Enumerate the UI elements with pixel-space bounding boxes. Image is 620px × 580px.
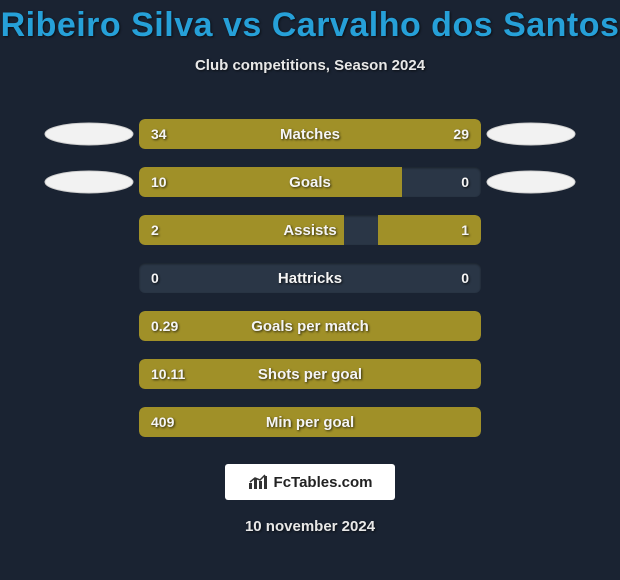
watermark-text: FcTables.com: [274, 474, 373, 491]
stat-bar: 21Assists: [139, 215, 481, 245]
right-jersey-icon: [481, 118, 581, 150]
stat-bar: 0.29Goals per match: [139, 311, 481, 341]
stat-row: 10.11Shots per goal: [0, 358, 620, 390]
stat-bar: 00Hattricks: [139, 263, 481, 293]
stat-bar: 409Min per goal: [139, 407, 481, 437]
page-title: Ribeiro Silva vs Carvalho dos Santos: [1, 6, 620, 45]
comparison-container: Ribeiro Silva vs Carvalho dos Santos Clu…: [0, 0, 620, 580]
stat-label: Shots per goal: [139, 359, 481, 389]
spacer: [481, 406, 581, 438]
spacer: [481, 262, 581, 294]
spacer: [481, 214, 581, 246]
spacer: [39, 406, 139, 438]
stat-bar: 100Goals: [139, 167, 481, 197]
stat-label: Matches: [139, 119, 481, 149]
chart-icon: [248, 474, 268, 490]
stat-row: 3429Matches: [0, 118, 620, 150]
page-subtitle: Club competitions, Season 2024: [195, 57, 425, 74]
stat-label: Min per goal: [139, 407, 481, 437]
stats-area: 3429Matches 100Goals 21Assists 00Hattrick…: [0, 118, 620, 438]
stat-row: 0.29Goals per match: [0, 310, 620, 342]
stat-row: 21Assists: [0, 214, 620, 246]
spacer: [481, 310, 581, 342]
spacer: [39, 310, 139, 342]
spacer: [39, 214, 139, 246]
spacer: [39, 358, 139, 390]
right-jersey-icon: [481, 166, 581, 198]
left-jersey-icon: [39, 166, 139, 198]
stat-label: Goals: [139, 167, 481, 197]
watermark-badge: FcTables.com: [225, 464, 395, 500]
stat-bar: 3429Matches: [139, 119, 481, 149]
spacer: [39, 262, 139, 294]
stat-row: 100Goals: [0, 166, 620, 198]
date-label: 10 november 2024: [245, 518, 375, 535]
stat-label: Hattricks: [139, 263, 481, 293]
stat-bar: 10.11Shots per goal: [139, 359, 481, 389]
spacer: [481, 358, 581, 390]
stat-label: Assists: [139, 215, 481, 245]
left-jersey-icon: [39, 118, 139, 150]
stat-label: Goals per match: [139, 311, 481, 341]
stat-row: 00Hattricks: [0, 262, 620, 294]
stat-row: 409Min per goal: [0, 406, 620, 438]
